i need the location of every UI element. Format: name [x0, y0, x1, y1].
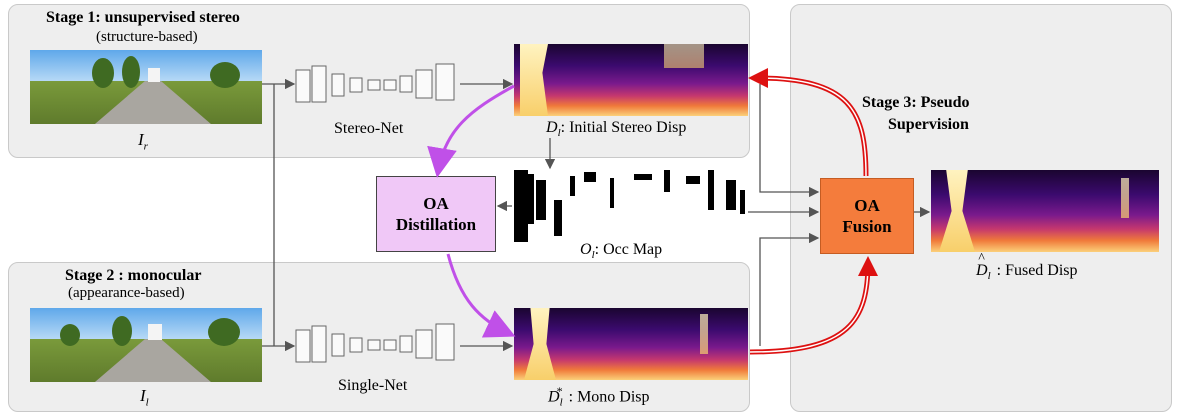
- initial-disparity-label: Dl: Initial Stereo Disp: [546, 119, 687, 140]
- stereo-net-blocks: [295, 63, 455, 103]
- left-image: [30, 308, 262, 382]
- occlusion-map-label: Ol: Occ Map: [580, 241, 663, 262]
- fused-disparity-map: [931, 170, 1159, 252]
- stage2-subtitle: (appearance-based): [68, 285, 185, 301]
- fused-disparity-label: ^ Dl: Fused Disp: [976, 251, 1078, 283]
- initial-disparity-map: [514, 44, 748, 116]
- stage3-title-line1: Stage 3: Pseudo: [862, 94, 970, 111]
- single-net-label: Single-Net: [338, 377, 408, 394]
- oa-fusion-box: OA Fusion: [820, 178, 914, 254]
- right-image: [30, 50, 262, 124]
- mono-disparity-map: [514, 308, 748, 380]
- left-image-label: Il: [140, 386, 149, 409]
- oa-distillation-box: OA Distillation: [376, 176, 496, 252]
- single-net-blocks: [295, 323, 455, 363]
- mono-disparity-label: Dl*: Mono Disp: [548, 384, 650, 409]
- occlusion-map: [514, 170, 748, 242]
- stage3-title-line2: Supervision: [888, 116, 969, 133]
- stage1-title: Stage 1: unsupervised stereo: [46, 9, 240, 26]
- stereo-net-label: Stereo-Net: [334, 120, 404, 137]
- right-image-label: Ir: [138, 130, 148, 153]
- stage2-title: Stage 2 : monocular: [65, 267, 202, 284]
- stage1-subtitle: (structure-based): [96, 29, 198, 45]
